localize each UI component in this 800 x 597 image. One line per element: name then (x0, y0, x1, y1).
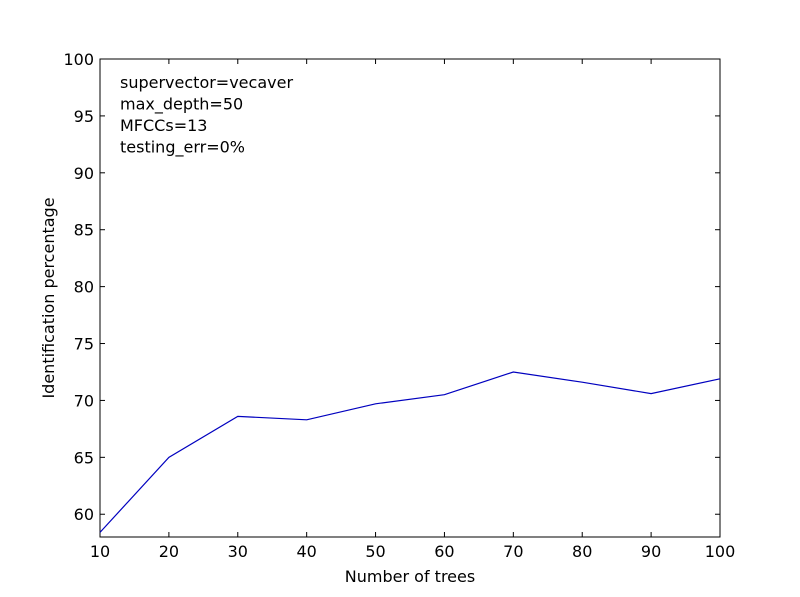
x-tick-label: 80 (572, 542, 592, 561)
y-tick-label: 60 (74, 505, 94, 524)
y-tick-label: 75 (74, 335, 94, 354)
x-tick-label: 100 (705, 542, 736, 561)
x-tick-label: 70 (503, 542, 523, 561)
annotation-line: max_depth=50 (120, 95, 243, 115)
axis-ticks: 10 20 30 40 50 60 70 80 90 100 60 65 70 75 80 85 90 95 100 (63, 50, 735, 561)
x-tick-label: 20 (159, 542, 179, 561)
series-group (99, 371, 721, 533)
y-tick-label: 85 (74, 221, 94, 240)
x-tick-label: 60 (434, 542, 454, 561)
x-tick-label: 10 (90, 542, 110, 561)
y-tick-label: 80 (74, 278, 94, 297)
series-line (99, 371, 721, 533)
x-tick-label: 30 (228, 542, 248, 561)
annotation-line: MFCCs=13 (120, 116, 207, 135)
annotation-line: testing_err=0% (120, 138, 245, 158)
x-tick-label: 50 (365, 542, 385, 561)
y-tick-label: 95 (74, 107, 94, 126)
y-tick-label: 70 (74, 391, 94, 410)
y-tick-label: 100 (63, 50, 94, 69)
x-tick-label: 40 (296, 542, 316, 561)
annotation-line: supervector=vecaver (120, 73, 293, 92)
y-tick-label: 90 (74, 164, 94, 183)
x-axis-label: Number of trees (345, 567, 475, 586)
y-axis-label: Identification percentage (39, 197, 58, 398)
y-tick-label: 65 (74, 448, 94, 467)
x-tick-label: 90 (641, 542, 661, 561)
plot-area (99, 58, 721, 538)
